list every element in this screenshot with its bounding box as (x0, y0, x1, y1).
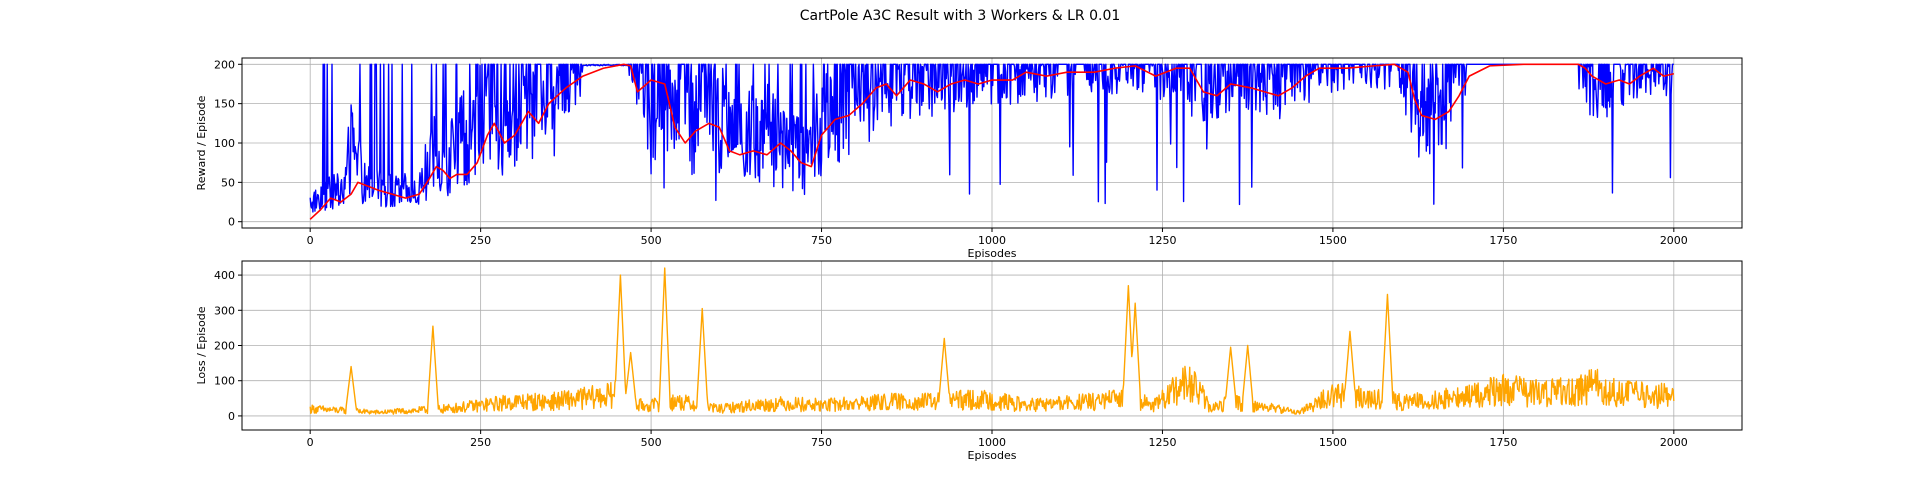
x-tick-label: 1250 (1148, 436, 1176, 449)
x-tick-label: 2000 (1660, 436, 1688, 449)
x-tick-label: 750 (811, 436, 832, 449)
y-tick-label: 300 (214, 304, 235, 317)
loss-chart: 0 250 500 750 1000 1250 1500 1750 2000 0 100 200 300… (195, 260, 1743, 462)
loss-series (309, 267, 1675, 415)
x-tick-label: 2000 (1660, 234, 1688, 247)
x-tick-label: 500 (641, 436, 662, 449)
y-tick-label: 200 (214, 340, 235, 353)
y-tick-label: 150 (214, 98, 235, 111)
x-tick-label: 250 (470, 234, 491, 247)
x-tick-label: 0 (307, 234, 314, 247)
x-tick-label: 1500 (1319, 436, 1347, 449)
x-tick-label: 1750 (1489, 234, 1517, 247)
y-tick-label: 0 (228, 410, 235, 423)
y-tick-label: 50 (221, 176, 235, 189)
x-tick-label: 1250 (1148, 234, 1176, 247)
x-tick-label: 750 (811, 234, 832, 247)
x-tick-label: 1000 (978, 234, 1006, 247)
figure-title: CartPole A3C Result with 3 Workers & LR … (800, 8, 1121, 24)
y-axis-label: Reward / Episode (195, 95, 208, 190)
y-tick-label: 0 (228, 216, 235, 229)
x-tick-label: 1750 (1489, 436, 1517, 449)
smoothed-reward-series (309, 63, 1674, 220)
x-axis-label: Episodes (968, 449, 1017, 462)
y-tick-label: 200 (214, 58, 235, 71)
x-axis-label: Episodes (968, 247, 1017, 260)
x-tick-label: 1000 (978, 436, 1006, 449)
y-tick-label: 100 (214, 137, 235, 150)
y-tick-label: 400 (214, 269, 235, 282)
reward-chart: 0 250 500 750 1000 1250 1500 1750 2000 0 50 100 150 2… (195, 57, 1743, 260)
x-tick-label: 500 (641, 234, 662, 247)
x-tick-label: 0 (307, 436, 314, 449)
x-tick-label: 1500 (1319, 234, 1347, 247)
y-tick-label: 100 (214, 375, 235, 388)
reward-series (309, 63, 1674, 213)
y-axis-label: Loss / Episode (195, 306, 208, 384)
x-tick-label: 250 (470, 436, 491, 449)
